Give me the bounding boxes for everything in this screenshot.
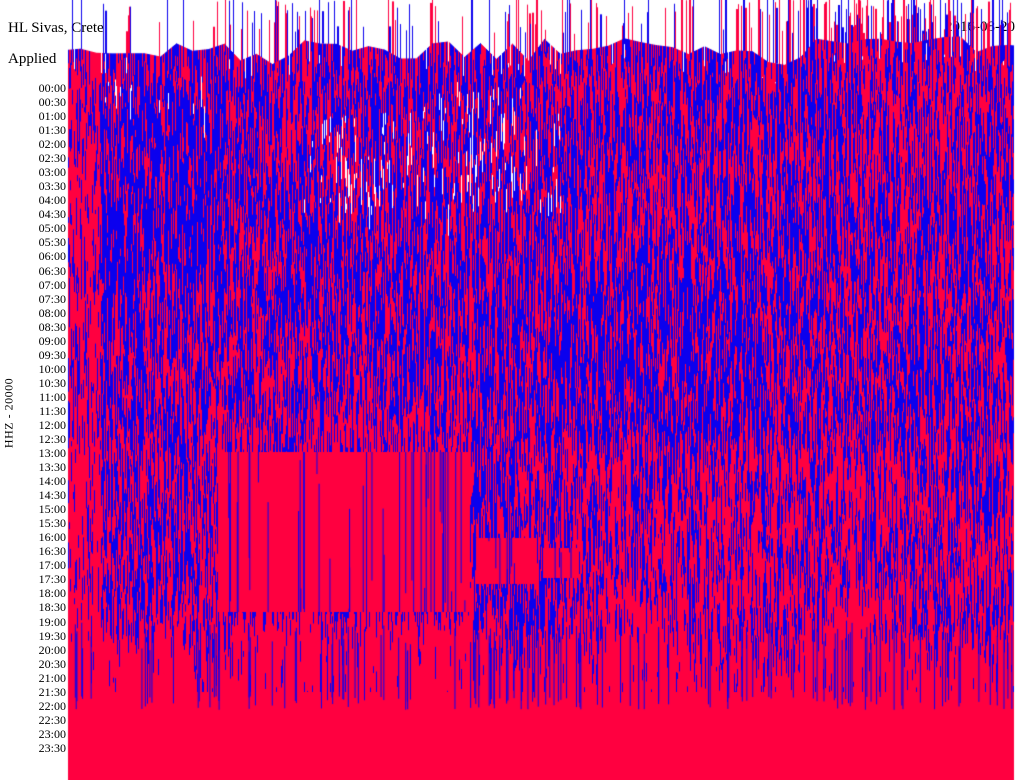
time-label: 06:30 xyxy=(38,263,66,278)
time-label: 03:00 xyxy=(38,165,66,180)
time-label: 13:00 xyxy=(38,446,66,461)
time-label: 11:30 xyxy=(39,403,66,418)
time-label: 10:30 xyxy=(38,375,66,390)
time-label: 20:00 xyxy=(38,642,66,657)
time-label: 21:30 xyxy=(38,684,66,699)
time-label: 21:00 xyxy=(38,670,66,685)
time-label: 14:30 xyxy=(38,488,66,503)
time-label: 08:30 xyxy=(38,319,66,334)
time-label: 15:00 xyxy=(38,502,66,517)
time-label: 23:00 xyxy=(38,726,66,741)
time-label: 10:00 xyxy=(38,361,66,376)
time-label: 18:30 xyxy=(38,600,66,615)
time-label: 18:00 xyxy=(38,586,66,601)
time-label: 17:30 xyxy=(38,572,66,587)
time-label: 05:30 xyxy=(38,235,66,250)
time-label: 00:00 xyxy=(38,81,66,95)
time-label: 16:30 xyxy=(38,544,66,559)
time-label: 08:00 xyxy=(38,305,66,320)
time-label: 11:00 xyxy=(39,389,66,404)
time-label: 02:00 xyxy=(38,137,66,152)
time-label: 09:00 xyxy=(38,333,66,348)
time-label: 20:30 xyxy=(38,656,66,671)
time-label: 03:30 xyxy=(38,179,66,194)
time-label: 19:00 xyxy=(38,614,66,629)
time-label: 17:00 xyxy=(38,558,66,573)
time-label: 13:30 xyxy=(38,460,66,475)
time-label: 05:00 xyxy=(38,221,66,236)
time-label: 16:00 xyxy=(38,530,66,545)
time-label: 09:30 xyxy=(38,347,66,362)
time-label: 22:30 xyxy=(38,712,66,727)
time-label: 06:00 xyxy=(38,249,66,264)
time-label: 23:30 xyxy=(38,740,66,755)
time-label: 12:00 xyxy=(38,417,66,432)
time-label: 01:30 xyxy=(38,123,66,138)
time-label: 12:30 xyxy=(38,432,66,446)
time-label: 04:30 xyxy=(38,207,66,222)
time-label: 15:30 xyxy=(38,516,66,531)
time-label: 00:30 xyxy=(38,95,66,110)
time-label: 22:00 xyxy=(38,698,66,713)
time-label: 19:30 xyxy=(38,628,66,643)
time-label: 07:00 xyxy=(38,277,66,292)
time-label: 14:00 xyxy=(38,474,66,489)
time-label: 07:30 xyxy=(38,291,66,306)
time-label: 01:00 xyxy=(38,109,66,124)
time-label: 02:30 xyxy=(38,151,66,166)
time-label: 04:00 xyxy=(38,193,66,208)
